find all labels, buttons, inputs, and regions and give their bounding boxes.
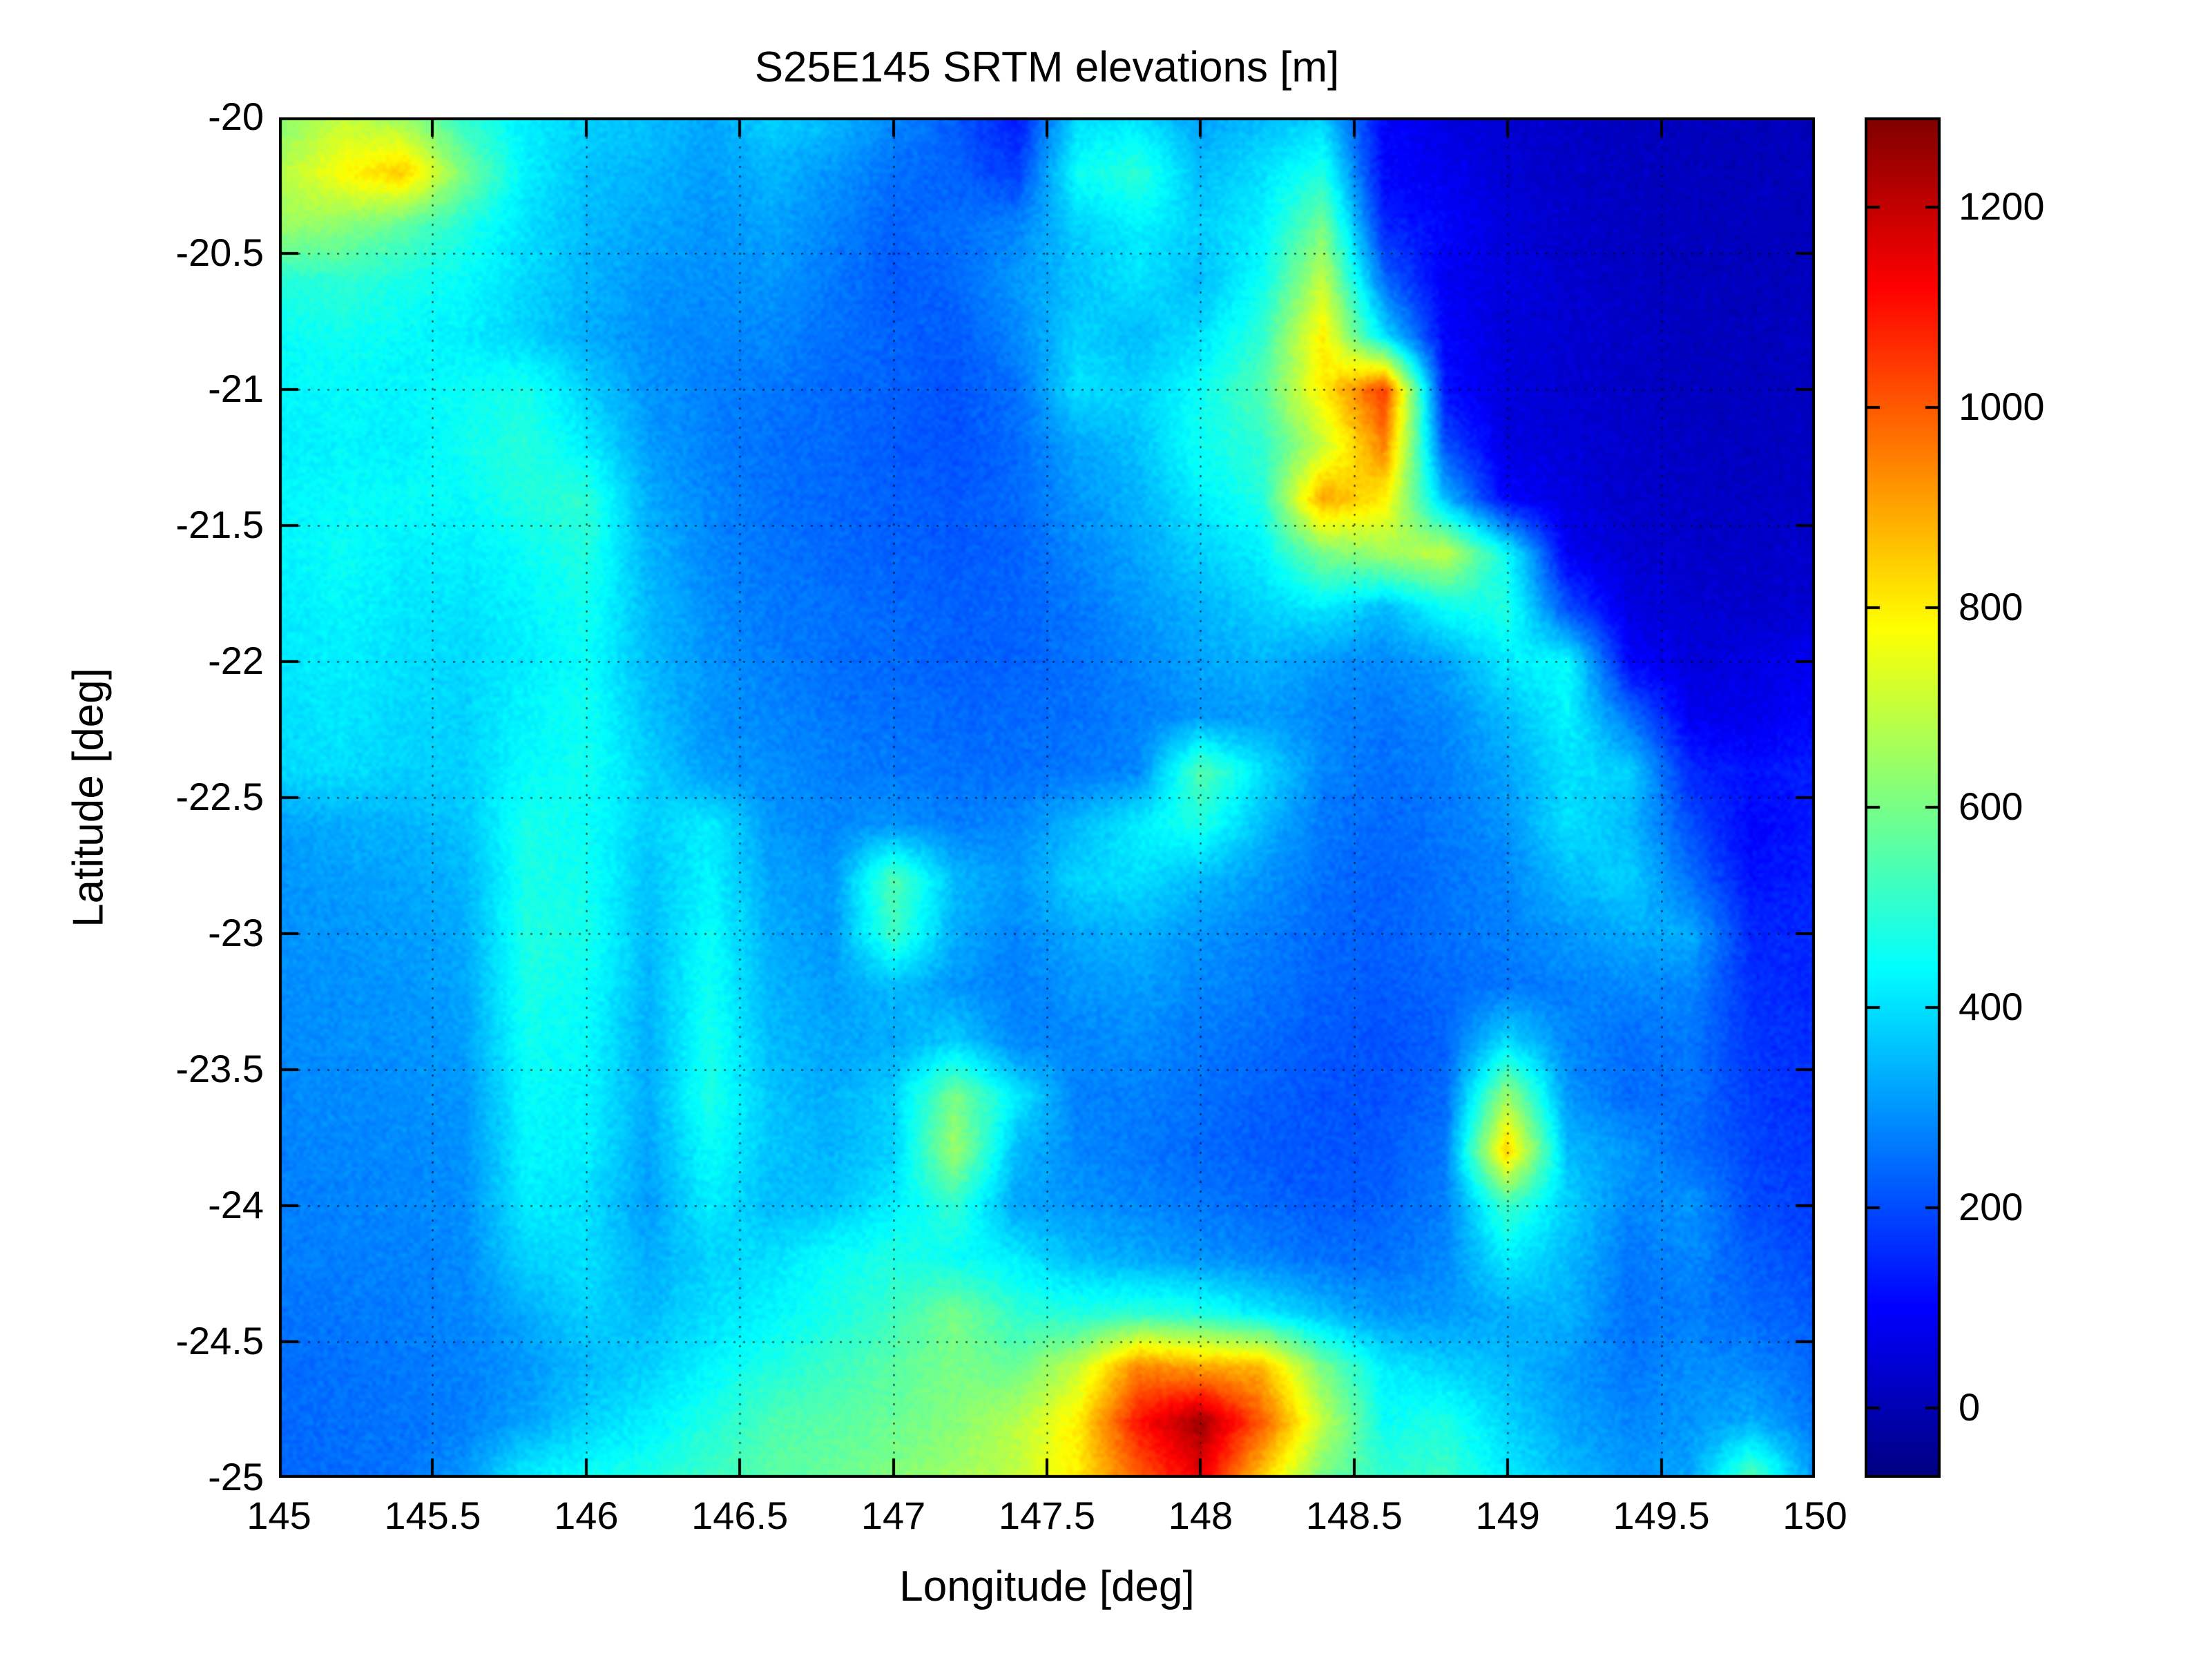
y-tick-label: -20 bbox=[208, 95, 264, 138]
colorbar-tick-label: 600 bbox=[1959, 784, 2023, 829]
y-tick-label: -20.5 bbox=[175, 231, 264, 274]
x-tick-label: 146.5 bbox=[691, 1494, 789, 1537]
y-tick-label: -22 bbox=[208, 639, 264, 682]
colorbar-tick-label: 200 bbox=[1959, 1184, 2023, 1228]
y-tick-label: -21.5 bbox=[175, 503, 264, 546]
x-axis-label: Longitude [deg] bbox=[899, 1563, 1195, 1610]
x-tick-label: 149 bbox=[1475, 1494, 1540, 1537]
colorbar-tick-label: 1200 bbox=[1959, 184, 2045, 229]
x-tick-label: 146 bbox=[554, 1494, 619, 1537]
plot-title: S25E145 SRTM elevations [m] bbox=[754, 44, 1340, 91]
x-tick-label: 147.5 bbox=[998, 1494, 1096, 1537]
x-tick-label: 145.5 bbox=[384, 1494, 481, 1537]
colorbar-tick-label: 0 bbox=[1959, 1385, 1981, 1429]
y-tick-label: -23 bbox=[208, 911, 264, 954]
colorbar-tick-label: 1000 bbox=[1959, 385, 2045, 429]
y-tick-label: -22.5 bbox=[175, 775, 264, 818]
x-tick-label: 149.5 bbox=[1613, 1494, 1710, 1537]
elevation-heatmap-canvas bbox=[279, 117, 1815, 1478]
colorbar-canvas bbox=[1865, 117, 1941, 1478]
y-tick-label: -24.5 bbox=[175, 1319, 264, 1362]
y-tick-label: -24 bbox=[208, 1183, 264, 1226]
colorbar-tick-label: 400 bbox=[1959, 985, 2023, 1029]
x-tick-label: 150 bbox=[1782, 1494, 1847, 1537]
y-tick-label: -25 bbox=[208, 1455, 264, 1498]
x-tick-label: 145 bbox=[247, 1494, 311, 1537]
colorbar-tick-label: 800 bbox=[1959, 584, 2023, 628]
x-tick-label: 148.5 bbox=[1305, 1494, 1403, 1537]
y-tick-label: -23.5 bbox=[175, 1047, 264, 1090]
x-tick-label: 147 bbox=[860, 1494, 926, 1537]
x-tick-label: 148 bbox=[1168, 1494, 1233, 1537]
y-tick-label: -21 bbox=[208, 367, 264, 410]
